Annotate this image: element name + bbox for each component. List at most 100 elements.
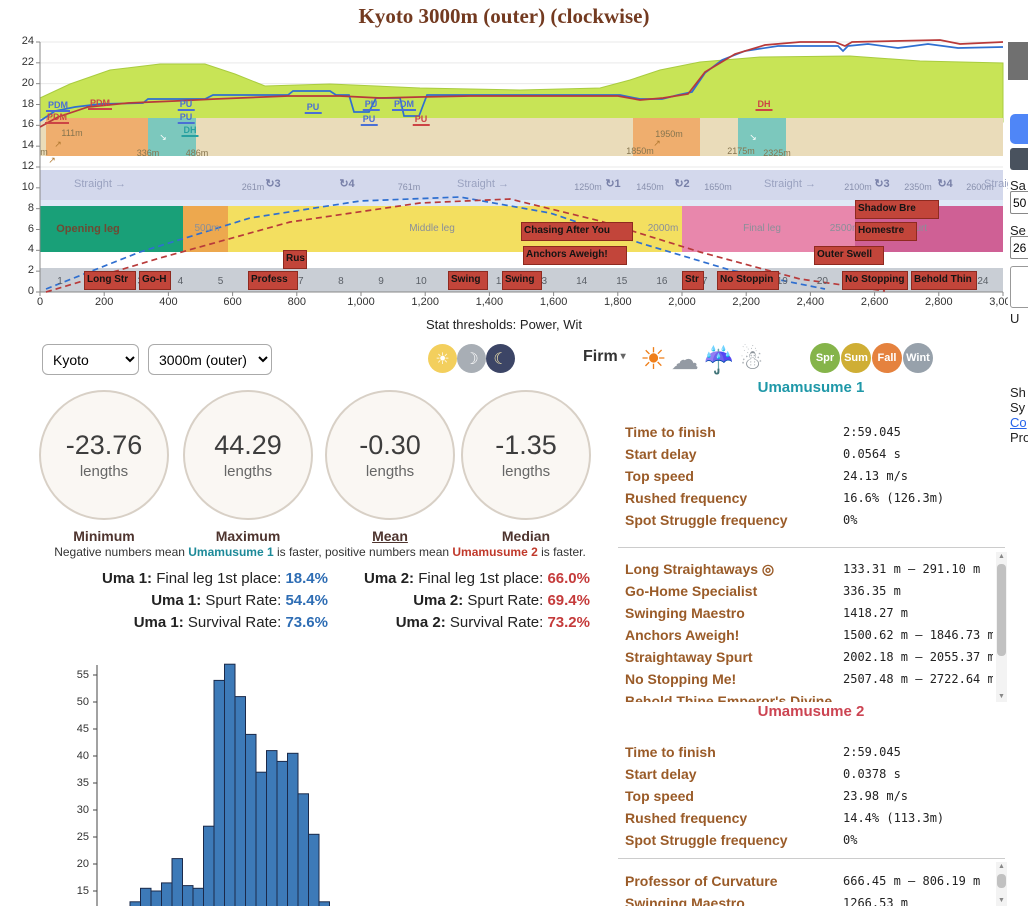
sunny-icon[interactable]: ☀: [640, 343, 667, 376]
stat-value: 14.4% (113.3m): [843, 811, 945, 825]
day-icon[interactable]: ☀: [428, 344, 457, 373]
season-wint-button[interactable]: Wint: [903, 343, 933, 373]
scroll-down-icon[interactable]: ▼: [998, 693, 1005, 700]
uma2-skill-scrollbar[interactable]: ▲ ▼: [996, 862, 1007, 906]
circle-unit: lengths: [223, 463, 273, 480]
histogram: 55 50 45 40 35 30 25 20 15: [55, 655, 355, 906]
snowy-icon[interactable]: ☃: [739, 344, 764, 375]
season-fall-button[interactable]: Fall: [872, 343, 902, 373]
stat-label: Start delay: [625, 446, 697, 462]
controls-row: Kyoto 3000m (outer) ☀ ☽ ☾ Firm ▾ ☀ ☁ ☔ ☃ Spr Su…: [0, 342, 1008, 382]
right-scrollbar-thumb[interactable]: [1008, 42, 1028, 80]
stat-label: Top speed: [625, 468, 694, 484]
summary-stats: Uma 1: Final leg 1st place: 18.4% Uma 2: …: [28, 570, 590, 631]
circle-label: Minimum: [73, 528, 135, 544]
chevron-down-icon: ▾: [620, 351, 626, 362]
distance-select[interactable]: 3000m (outer): [148, 344, 272, 375]
skill-range: 2002.18 m – 2055.37 m: [843, 650, 993, 664]
stat-row: Time to finish 2:59.045: [625, 421, 1005, 443]
skill-range: 1266.53 m: [843, 896, 909, 906]
stat-row: Spot Struggle frequency 0%: [625, 509, 1005, 531]
circle-unit: lengths: [501, 463, 551, 480]
summary-stat: Uma 1: Final leg 1st place: 18.4%: [102, 570, 328, 587]
course-svg: [36, 39, 1004, 296]
note-segment: Umamusume 2: [452, 545, 538, 559]
sy-label-cut: Sy: [1010, 400, 1026, 415]
skill-range: 666.45 m – 806.19 m: [843, 874, 981, 888]
result-circle: -23.76 lengths Minimum: [39, 390, 169, 544]
skill-row: Long Straightaways ◎ 133.31 m – 291.10 m: [625, 558, 993, 580]
ground-condition-value: Firm: [583, 348, 618, 365]
skill-name: Swinging Maestro: [625, 895, 745, 906]
stat-label: Time to finish: [625, 424, 716, 440]
uma1-stats: Time to finish 2:59.045 Start delay 0.0564 …: [625, 421, 1005, 531]
result-circle: -1.35 lengths Median: [461, 390, 591, 544]
circle-label: Median: [501, 528, 551, 544]
primary-button-cut[interactable]: [1010, 114, 1028, 144]
scrollbar-thumb[interactable]: [997, 874, 1006, 888]
skill-name: Straightaway Spurt: [625, 649, 753, 665]
stat-thresholds-note: Stat thresholds: Power, Wit: [425, 317, 583, 332]
scroll-down-icon[interactable]: ▼: [998, 897, 1005, 904]
input-box-cut[interactable]: [1010, 266, 1028, 308]
skill-row: Go-Home Specialist 336.35 m: [625, 580, 993, 602]
circle-label: Mean: [372, 528, 408, 544]
day-night-icon[interactable]: ☽: [457, 344, 486, 373]
weather-buttons: ☀ ☁ ☔ ☃: [640, 342, 764, 378]
circle-shape: 44.29 lengths: [183, 390, 313, 520]
skill-range: 133.31 m – 291.10 m: [843, 562, 981, 576]
cloudy-icon[interactable]: ☁: [670, 344, 699, 375]
stat-label: Spot Struggle frequency: [625, 832, 788, 848]
skill-name: No Stopping Me!: [625, 671, 737, 687]
seed-input-cut[interactable]: [1010, 236, 1028, 259]
samples-input-cut[interactable]: [1010, 191, 1028, 214]
scrollbar-thumb[interactable]: [997, 564, 1006, 656]
circle-value: -23.76: [65, 430, 143, 460]
divider: [618, 858, 1005, 859]
secondary-button-cut[interactable]: [1010, 148, 1028, 170]
circle-shape: -23.76 lengths: [39, 390, 169, 520]
scroll-up-icon[interactable]: ▲: [998, 863, 1005, 870]
stat-row: Rushed frequency 14.4% (113.3m): [625, 807, 1005, 829]
page-title: Kyoto 3000m (outer) (clockwise): [358, 4, 650, 28]
uma1-skill-scrollbar[interactable]: ▲ ▼: [996, 552, 1007, 702]
circle-value: 44.29: [214, 430, 282, 460]
uma1-header: Umamusume 1: [757, 379, 865, 396]
stat-value: 0%: [843, 833, 858, 847]
skill-row: Swinging Maestro 1266.53 m: [625, 892, 993, 906]
circle-value: -0.30: [359, 430, 421, 460]
stat-value: 2:59.045: [843, 425, 901, 439]
co-link-cut[interactable]: Co: [1010, 415, 1027, 430]
uma2-skill-list: Professor of Curvature 666.45 m – 806.19 …: [625, 870, 993, 906]
stat-label: Time to finish: [625, 744, 716, 760]
divider: [618, 547, 1005, 548]
comparison-note: Negative numbers mean Umamusume 1 is fas…: [10, 545, 630, 559]
stat-value: 16.6% (126.3m): [843, 491, 945, 505]
circle-label: Maximum: [215, 528, 281, 544]
season-sum-button[interactable]: Sum: [841, 343, 871, 373]
summary-stat: Uma 2: Final leg 1st place: 66.0%: [364, 570, 590, 587]
skill-range: 1418.27 m: [843, 606, 909, 620]
stat-label: Start delay: [625, 766, 697, 782]
track-select[interactable]: Kyoto: [42, 344, 139, 375]
summary-stat: Uma 2: Survival Rate: 73.2%: [395, 614, 590, 631]
circle-shape: -0.30 lengths: [325, 390, 455, 520]
stat-value: 0%: [843, 513, 858, 527]
stat-label: Rushed frequency: [625, 810, 748, 826]
samples-label-cut: Sa: [1010, 178, 1026, 193]
ground-condition-dropdown[interactable]: Firm ▾: [583, 348, 626, 366]
stat-row: Start delay 0.0564 s: [625, 443, 1005, 465]
season-spr-button[interactable]: Spr: [810, 343, 840, 373]
scroll-up-icon[interactable]: ▲: [998, 553, 1005, 560]
uma2-stats: Time to finish 2:59.045 Start delay 0.0378 …: [625, 741, 1005, 851]
summary-stat: Uma 1: Survival Rate: 73.6%: [133, 614, 328, 631]
stat-row: Rushed frequency 16.6% (126.3m): [625, 487, 1005, 509]
stat-value: 24.13 m/s: [843, 469, 909, 483]
skill-row: Swinging Maestro 1418.27 m: [625, 602, 993, 624]
night-icon[interactable]: ☾: [486, 344, 515, 373]
pro-label-cut: Pro: [1010, 430, 1028, 445]
rainy-icon[interactable]: ☔: [702, 345, 736, 375]
skill-row: No Stopping Me! 2507.48 m – 2722.64 m: [625, 668, 993, 690]
skill-row: Behold Thine Emperor's Divine: [625, 690, 993, 702]
stat-label: Top speed: [625, 788, 694, 804]
